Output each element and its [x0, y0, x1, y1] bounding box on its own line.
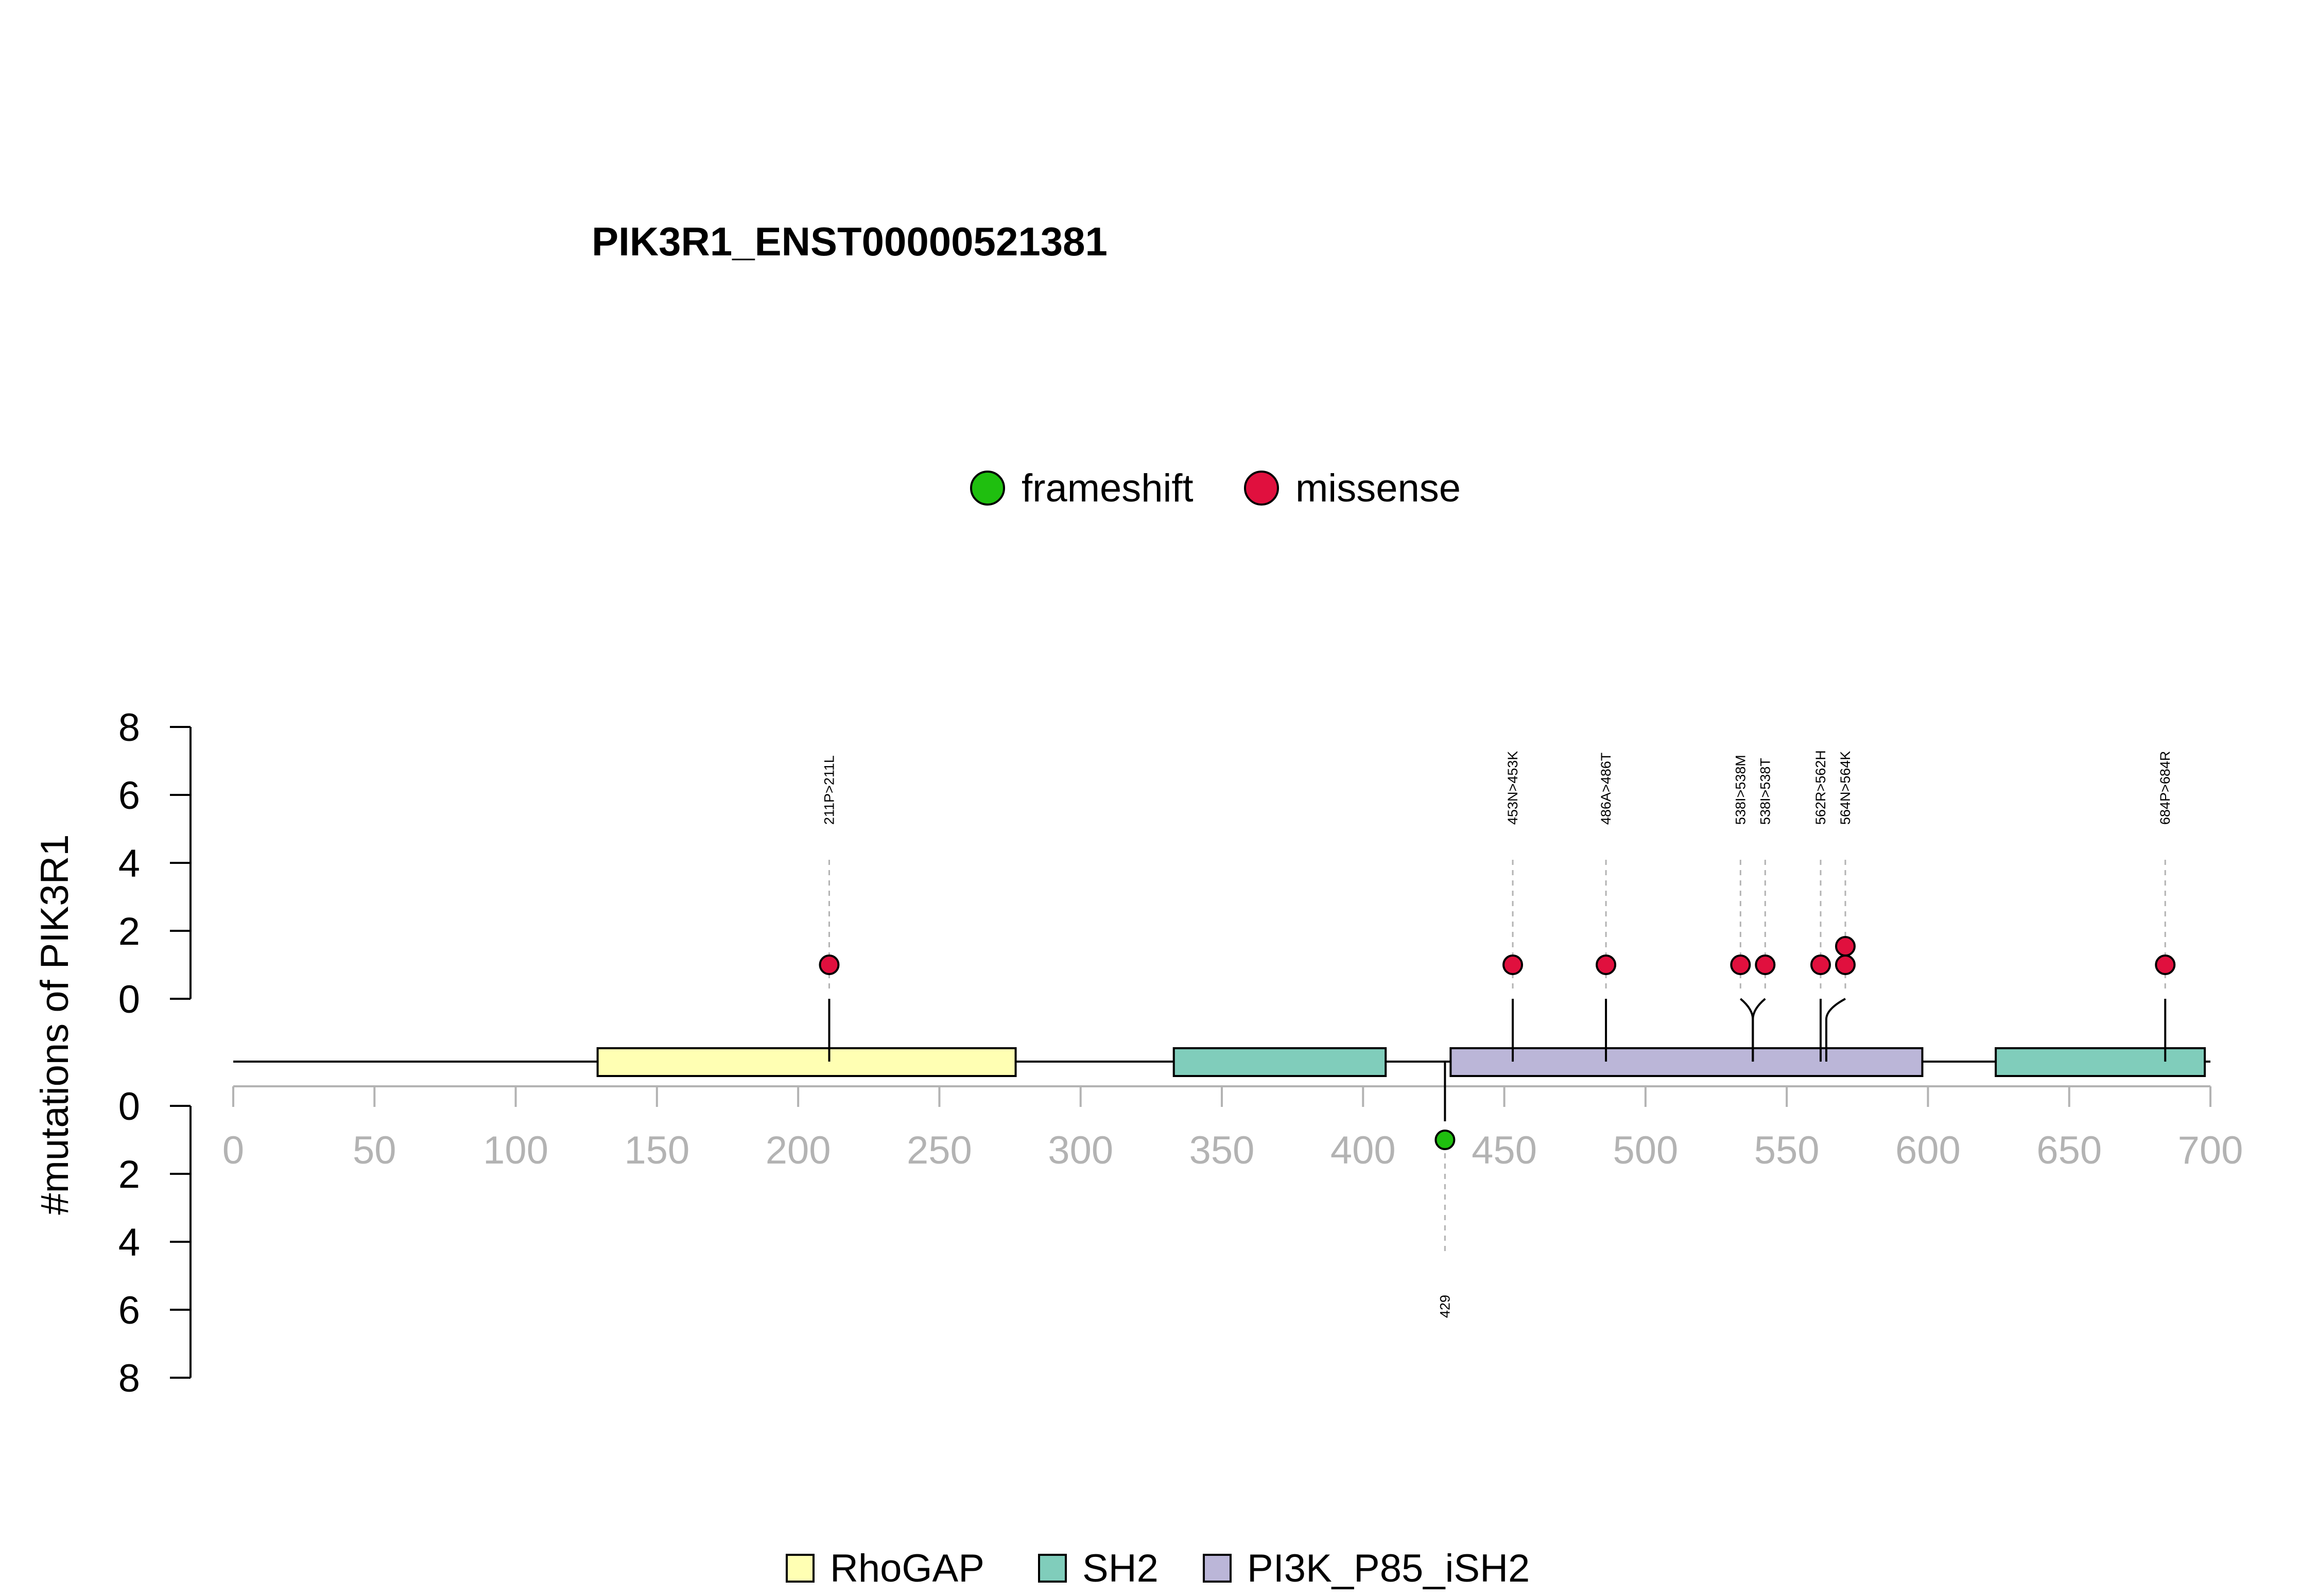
- domain-SH2: [1172, 1047, 1387, 1077]
- x-tick-label: 250: [907, 1129, 972, 1172]
- domain-legend-swatch-SH2: [1038, 1554, 1067, 1583]
- legend-marker-missense: [1244, 471, 1279, 506]
- x-tick-label: 200: [766, 1129, 831, 1172]
- mutation-point: [1755, 955, 1776, 975]
- x-tick-label: 400: [1330, 1129, 1396, 1172]
- x-tick-label: 650: [2036, 1129, 2102, 1172]
- x-tick-label: 100: [483, 1129, 548, 1172]
- y-tick-label-bottom: 4: [118, 1221, 140, 1264]
- mutation-point: [1596, 955, 1617, 975]
- mutation-label: 538I>538M: [1733, 755, 1748, 825]
- x-tick-label: 350: [1189, 1129, 1255, 1172]
- domain-legend: RhoGAP SH2 PI3K_P85_iSH2: [786, 1547, 1530, 1590]
- mutation-point: [1502, 955, 1524, 975]
- domain-SH2: [1995, 1047, 2206, 1077]
- y-tick-label-top: 4: [118, 842, 140, 886]
- y-tick-label-top: 6: [118, 774, 140, 818]
- x-tick-label: 50: [353, 1129, 396, 1172]
- mutation-point: [819, 955, 840, 975]
- mutation-label: 684P>684R: [2157, 751, 2173, 825]
- legend-label-missense: missense: [1295, 466, 1461, 510]
- mutation-label: 429: [1437, 1295, 1453, 1318]
- mutation-point: [1730, 955, 1751, 975]
- mutation-point: [1434, 1130, 1456, 1150]
- mutation-stem: [1752, 998, 1766, 1062]
- mutation-lollipops: 211P>211L 453N>453K 486A>486T 538I>538M 538I…: [819, 750, 2176, 1318]
- x-tick-label: 300: [1048, 1129, 1113, 1172]
- y-axis-top: 0 2 4 6 8: [118, 706, 192, 1021]
- x-tick-label: 700: [2178, 1129, 2243, 1172]
- domain-legend-label-RhoGAP: RhoGAP: [830, 1547, 984, 1590]
- chart-title: PIK3R1_ENST00000521381: [592, 219, 1108, 264]
- y-tick-label-bottom: 0: [118, 1085, 140, 1129]
- mutation-label: 211P>211L: [821, 755, 837, 825]
- domain-RhoGAP: [596, 1047, 1017, 1077]
- domain-legend-swatch-RhoGAP: [786, 1554, 815, 1583]
- x-tick-label: 550: [1754, 1129, 1820, 1172]
- x-tick-label: 150: [624, 1129, 689, 1172]
- legend-marker-frameshift: [970, 471, 1005, 506]
- mutation-point: [2155, 955, 2176, 975]
- mutation-label: 453N>453K: [1505, 751, 1520, 825]
- domain-legend-label-SH2: SH2: [1082, 1547, 1158, 1590]
- mutation-point: [1835, 955, 1856, 975]
- mutation-legend: frameshift missense: [970, 466, 1461, 510]
- domain-legend-swatch-PI3K_P85_iSH2: [1203, 1554, 1232, 1583]
- mutation-point: [1810, 955, 1831, 975]
- y-tick-label-bottom: 8: [118, 1357, 140, 1400]
- y-tick-label-top: 8: [118, 706, 140, 750]
- x-tick-label: 0: [222, 1129, 244, 1172]
- mutation-label: 562R>562H: [1813, 750, 1828, 825]
- mutation-label: 538I>538T: [1757, 758, 1773, 825]
- y-axis-bottom: 0 2 4 6 8: [118, 1085, 192, 1400]
- mutation-stem: [1825, 998, 1846, 1062]
- domain-legend-label-PI3K_P85_iSH2: PI3K_P85_iSH2: [1247, 1547, 1530, 1590]
- y-tick-label-bottom: 2: [118, 1153, 140, 1196]
- y-tick-label-top: 0: [118, 978, 140, 1021]
- x-tick-label: 600: [1895, 1129, 1961, 1172]
- domain-PI3K_P85_iSH2: [1449, 1047, 1924, 1077]
- domain-boxes: [596, 1047, 2206, 1077]
- x-axis: 0 50 100 150 200 250 300 350 400 450 500 550 600 650 7…: [222, 1085, 2243, 1172]
- x-tick-label: 450: [1472, 1129, 1537, 1172]
- mutation-label: 486A>486T: [1598, 753, 1614, 825]
- y-tick-label-top: 2: [118, 910, 140, 953]
- mutation-label: 564N>564K: [1838, 751, 1853, 825]
- y-tick-label-bottom: 6: [118, 1289, 140, 1332]
- legend-label-frameshift: frameshift: [1022, 466, 1194, 510]
- y-axis-label: #mutations of PIK3R1: [33, 834, 77, 1215]
- x-tick-label: 500: [1613, 1129, 1678, 1172]
- mutation-point: [1835, 936, 1856, 957]
